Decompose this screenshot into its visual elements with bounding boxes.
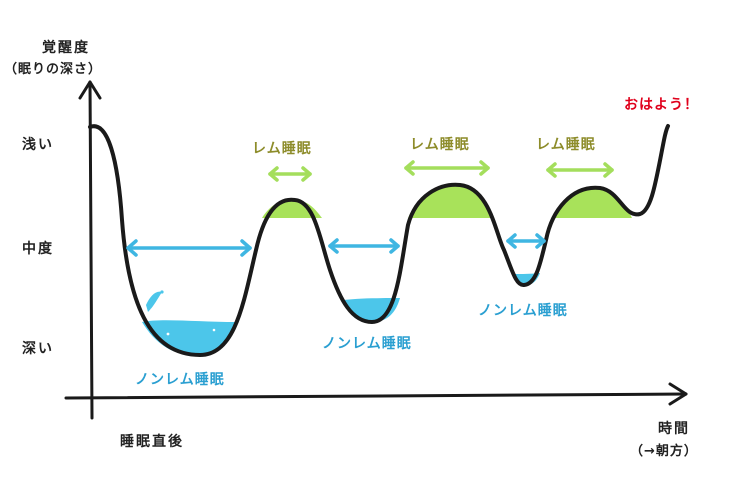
rem-arrow-1 — [268, 166, 312, 182]
y-tick-middle: 中度 — [22, 241, 54, 257]
wake-label: おはよう！ — [624, 97, 699, 113]
nonrem-label-1: ノンレム睡眠 — [135, 372, 225, 388]
y-axis-arrowhead — [78, 80, 102, 100]
rem-label-2: レム睡眠 — [410, 137, 470, 153]
nonrem-arrow-2 — [328, 238, 400, 254]
x-axis-title-line1: 時間 — [658, 421, 690, 437]
y-axis-title-line1: 覚醒度 — [42, 40, 90, 56]
nonrem-arrow-1 — [126, 239, 252, 257]
x-axis-title-line2: （→朝方） — [630, 444, 698, 459]
nonrem-arrow-3 — [506, 233, 546, 249]
rem-label-3: レム睡眠 — [536, 137, 596, 153]
nonrem-label-2: ノンレム睡眠 — [322, 336, 412, 352]
rem-label-1: レム睡眠 — [252, 141, 312, 157]
y-axis-title-line2: （眠りの深さ） — [4, 62, 103, 77]
rem-arrow-2 — [404, 160, 490, 176]
y-tick-shallow: 浅い — [22, 137, 54, 153]
nonrem-label-3: ノンレム睡眠 — [478, 303, 568, 319]
rem-arrow-3 — [546, 162, 614, 178]
x-axis-start-label: 睡眠直後 — [120, 434, 184, 450]
x-axis-arrowhead — [668, 382, 688, 406]
x-axis-line — [64, 392, 688, 400]
splash-decoration — [146, 290, 226, 334]
y-axis-line — [88, 80, 94, 420]
sleep-cycle-curve — [88, 124, 670, 357]
y-tick-deep: 深い — [22, 341, 54, 357]
